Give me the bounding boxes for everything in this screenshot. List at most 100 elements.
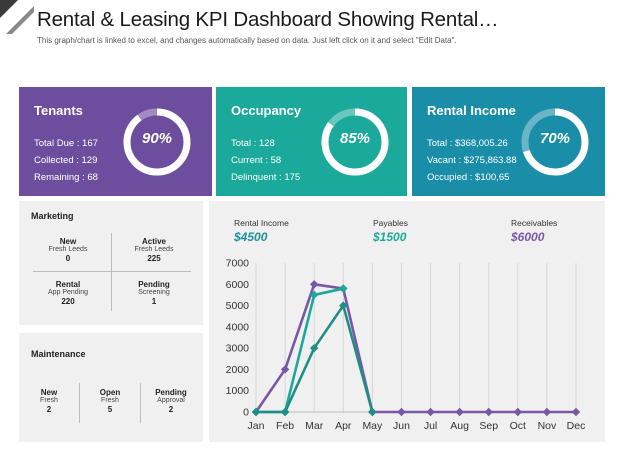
series-1-line xyxy=(254,282,576,414)
x-tick-label: Sep xyxy=(479,420,498,432)
series-1-point xyxy=(397,407,406,417)
maintenance-cell-open: Open Fresh 5 xyxy=(82,388,138,414)
cell-value: 225 xyxy=(147,254,161,264)
cell-heading: Pending xyxy=(138,280,170,289)
percent-label: 90% xyxy=(141,130,173,147)
kpi-line: Collected : 129 xyxy=(34,155,98,166)
y-tick-label: 0 xyxy=(243,407,249,419)
corner-decoration xyxy=(0,0,34,34)
progress-ring xyxy=(123,108,191,176)
page-title: Rental & Leasing KPI Dashboard Showing R… xyxy=(37,8,499,31)
legend-item-rental-income: Rental Income $4500 xyxy=(234,218,289,244)
kpi-line: Occupied : $100,65 xyxy=(427,172,510,183)
cell-value: 220 xyxy=(61,297,75,307)
y-tick-label: 7000 xyxy=(226,258,250,270)
y-tick-label: 4000 xyxy=(226,321,250,333)
kpi-line: Remaining : 68 xyxy=(34,172,98,183)
cell-subheading: Fresh xyxy=(101,397,119,405)
percent-label: 85% xyxy=(339,130,371,147)
divider xyxy=(79,383,80,423)
legend-item-receivables: Receivables $6000 xyxy=(511,218,557,244)
cell-value: 1 xyxy=(151,297,157,307)
series-1-point xyxy=(513,407,523,417)
marketing-cell-new: New Fresh Leeds 0 xyxy=(33,237,103,263)
legend-value: $4500 xyxy=(234,230,268,244)
x-tick-label: Mar xyxy=(305,420,324,432)
y-tick-label: 1000 xyxy=(226,385,250,397)
kpi-line: Current : 58 xyxy=(231,155,282,166)
cell-heading: Active xyxy=(141,237,166,246)
cell-subheading: Fresh Leeds xyxy=(48,246,88,254)
cell-value: 2 xyxy=(168,405,174,415)
marketing-cell-pending: Pending Screening 1 xyxy=(119,280,189,306)
x-tick-label: Jan xyxy=(248,420,265,432)
progress-ring xyxy=(521,108,589,176)
series-2-point xyxy=(339,284,348,293)
y-tick-label: 6000 xyxy=(226,279,250,291)
cell-subheading: Screening xyxy=(138,289,170,297)
series-1-point xyxy=(455,407,464,417)
kpi-card-occupancy: Occupancy Total : 128 Current : 58 Delin… xyxy=(216,87,407,196)
x-tick-label: Feb xyxy=(276,420,294,432)
legend-label: Receivables xyxy=(511,218,558,228)
kpi-card-rental-income: Rental Income Total : $368,005.26 Vacant… xyxy=(412,87,605,196)
x-tick-label: Jul xyxy=(424,420,437,432)
kpi-line: Total : $368,005.26 xyxy=(427,138,508,149)
divider xyxy=(33,271,191,272)
cell-subheading: Fresh Leeds xyxy=(134,246,174,254)
marketing-panel: Marketing New Fresh Leeds 0 Active Fresh… xyxy=(19,201,203,325)
divider xyxy=(111,233,112,311)
line-chart: 0 1000 2000 3000 4000 5000 6000 7000 Jan Feb Mar Ap… xyxy=(226,258,586,433)
cell-heading: Pending xyxy=(155,388,187,397)
x-tick-label: Aug xyxy=(450,420,469,432)
series-3-point xyxy=(368,407,377,417)
x-tick-label: Nov xyxy=(538,420,557,432)
legend-label: Rental Income xyxy=(234,218,289,228)
series-1-point xyxy=(309,280,319,289)
kpi-line: Delinquent : 175 xyxy=(231,172,301,183)
series-3-point xyxy=(339,301,348,310)
chart-panel xyxy=(209,201,605,442)
cell-heading: New xyxy=(40,388,58,397)
percent-label: 70% xyxy=(539,130,571,147)
series-3-point xyxy=(251,407,261,417)
kpi-title: Tenants xyxy=(34,103,83,118)
cell-heading: Open xyxy=(99,388,121,397)
marketing-cell-active: Active Fresh Leeds 225 xyxy=(119,237,189,263)
cell-heading: New xyxy=(59,237,77,246)
series-1-point xyxy=(426,407,435,417)
kpi-title: Occupancy xyxy=(231,103,302,118)
cell-heading: Rental xyxy=(55,280,81,289)
cell-subheading: Approval xyxy=(157,397,185,405)
page-subtitle: This graph/chart is linked to excel, and… xyxy=(37,36,457,45)
legend-item-payables: Payables $1500 xyxy=(373,218,408,244)
cell-value: 5 xyxy=(107,405,113,415)
legend-value: $6000 xyxy=(511,230,545,244)
kpi-line: Vacant : $275,863.88 xyxy=(427,155,517,166)
y-tick-label: 5000 xyxy=(226,300,250,312)
kpi-card-tenants: Tenants Total Due : 167 Collected : 129 … xyxy=(19,87,212,196)
series-2-point xyxy=(309,290,319,300)
cell-subheading: Fresh xyxy=(40,397,58,405)
series-1-point xyxy=(542,407,552,417)
cell-value: 0 xyxy=(65,254,71,264)
series-1-point xyxy=(484,407,493,417)
marketing-cell-rental: Rental App Pending 220 xyxy=(33,280,103,306)
series-3-point xyxy=(309,343,319,353)
panel-title: Marketing xyxy=(31,211,74,221)
y-tick-label: 3000 xyxy=(226,343,250,355)
panel-title: Maintenance xyxy=(31,349,86,359)
maintenance-panel: Maintenance New Fresh 2 Open Fresh 5 Pen… xyxy=(19,333,203,442)
legend-value: $1500 xyxy=(373,230,407,244)
divider xyxy=(140,383,141,423)
x-tick-label: Apr xyxy=(335,420,352,432)
x-tick-label: Jun xyxy=(393,420,410,432)
kpi-line: Total Due : 167 xyxy=(34,138,98,149)
series-3-point xyxy=(280,407,290,417)
series-1-point xyxy=(571,407,581,417)
kpi-line: Total : 128 xyxy=(231,138,275,149)
x-tick-label: Dec xyxy=(567,420,586,432)
maintenance-cell-new: New Fresh 2 xyxy=(21,388,77,414)
series-1-point xyxy=(280,365,290,374)
maintenance-cell-pending: Pending Approval 2 xyxy=(143,388,199,414)
